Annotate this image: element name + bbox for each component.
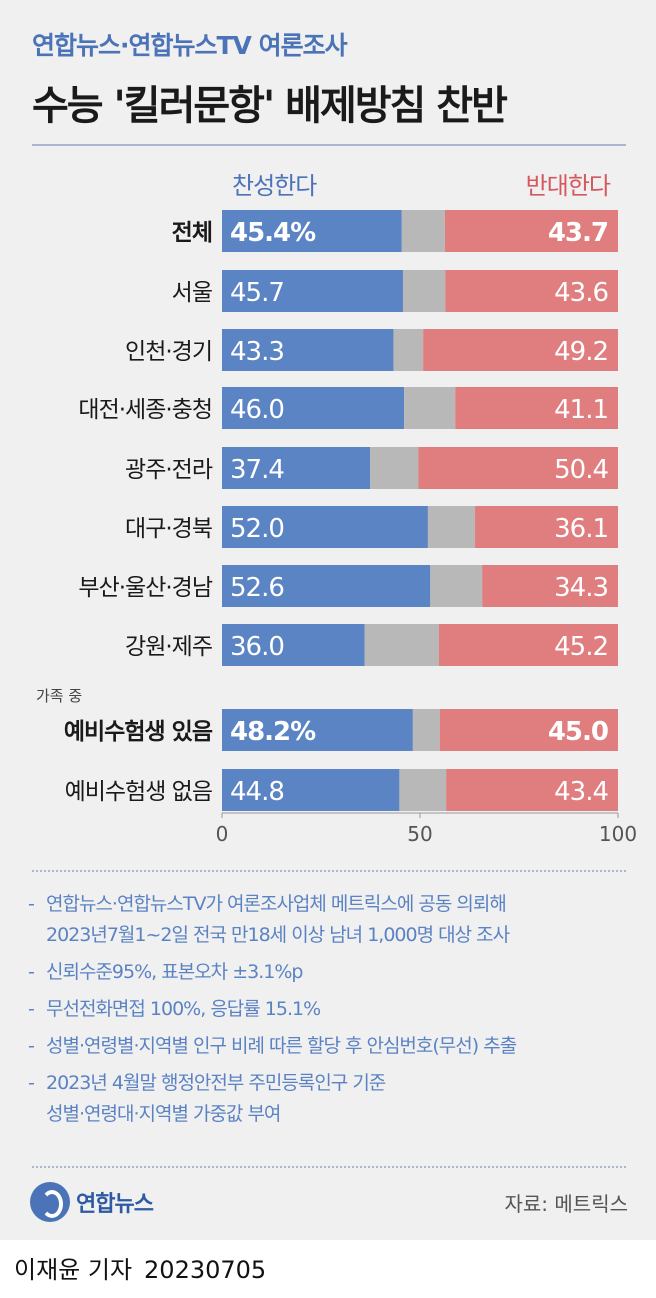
bar-segment-other bbox=[402, 270, 446, 312]
yonhap-logo-icon bbox=[30, 1182, 70, 1222]
category-label: 전체 bbox=[172, 220, 212, 246]
logo-text: 연합뉴스 bbox=[76, 1192, 154, 1217]
bar-segment-other bbox=[399, 769, 447, 811]
bar-segment-con bbox=[439, 709, 618, 751]
value-label-con: 50.4 bbox=[554, 455, 608, 485]
note-bullet: - bbox=[28, 893, 35, 915]
value-label-con: 45.0 bbox=[548, 717, 608, 747]
bar-segment-pro bbox=[222, 506, 428, 548]
value-label-pro: 45.4% bbox=[230, 218, 316, 248]
bar-segment-con bbox=[455, 387, 618, 429]
note-line: 연합뉴스·연합뉴스TV가 여론조사업체 메트릭스에 공동 의뢰해 bbox=[46, 893, 507, 915]
divider-top bbox=[32, 144, 626, 146]
bar-segment-con bbox=[439, 624, 618, 666]
value-label-pro: 45.7 bbox=[230, 278, 284, 308]
bar-segment-pro bbox=[222, 447, 371, 489]
bar-segment-con bbox=[475, 506, 618, 548]
value-label-con: 45.2 bbox=[554, 632, 608, 662]
value-label-con: 41.1 bbox=[554, 395, 608, 425]
category-label: 인천·경기 bbox=[125, 339, 212, 365]
value-label-con: 43.4 bbox=[554, 777, 608, 807]
bar-segment-other bbox=[430, 565, 483, 607]
bar-segment-con bbox=[446, 769, 618, 811]
value-label-con: 34.3 bbox=[554, 573, 608, 603]
bar-segment-pro bbox=[222, 210, 402, 252]
value-label-pro: 48.2% bbox=[230, 717, 316, 747]
note-bullet: - bbox=[28, 998, 35, 1020]
note-bullet: - bbox=[28, 1072, 35, 1094]
category-label: 서울 bbox=[172, 280, 212, 306]
bar-segment-other bbox=[404, 387, 456, 429]
survey-note: - 무선전화면접 100%, 응답률 15.1% bbox=[28, 994, 648, 1025]
bar-segment-other bbox=[393, 329, 424, 371]
value-label-con: 43.7 bbox=[548, 218, 608, 248]
note-line: 신뢰수준95%, 표본오차 ±3.1%p bbox=[46, 961, 303, 983]
value-label-pro: 37.4 bbox=[230, 455, 284, 485]
reporter-name: 이재윤 기자 bbox=[14, 1256, 133, 1284]
survey-note: - 성별·연령별·지역별 인구 비례 따른 할당 후 안심번호(무선) 추출 bbox=[28, 1031, 648, 1062]
bar-segment-pro bbox=[222, 387, 405, 429]
legend-con: 반대한다 bbox=[525, 172, 611, 200]
bar-segment-pro bbox=[222, 329, 394, 371]
value-label-pro: 52.0 bbox=[230, 514, 284, 544]
subtitle: 연합뉴스·연합뉴스TV 여론조사 bbox=[32, 31, 348, 60]
bar-segment-con bbox=[445, 270, 618, 312]
value-label-con: 49.2 bbox=[554, 337, 608, 367]
note-line: 2023년7월1~2일 전국 만18세 이상 남녀 1,000명 대상 조사 bbox=[46, 924, 510, 946]
value-label-con: 36.1 bbox=[554, 514, 608, 544]
data-source: 자료: 메트릭스 bbox=[504, 1192, 629, 1216]
divider-notes bbox=[32, 870, 626, 872]
note-line: 성별·연령대·지역별 가중값 부여 bbox=[46, 1103, 281, 1125]
bar-segment-other bbox=[364, 624, 440, 666]
bar-segment-other bbox=[412, 709, 440, 751]
value-label-pro: 44.8 bbox=[230, 777, 284, 807]
bar-segment-pro bbox=[222, 270, 403, 312]
note-line: 성별·연령별·지역별 인구 비례 따른 할당 후 안심번호(무선) 추출 bbox=[46, 1035, 517, 1057]
bar-segment-pro bbox=[222, 565, 431, 607]
value-label-pro: 43.3 bbox=[230, 337, 284, 367]
bar-segment-other bbox=[370, 447, 419, 489]
survey-note: - 신뢰수준95%, 표본오차 ±3.1%p bbox=[28, 957, 648, 988]
chart-title: 수능 '킬러문항' 배제방침 찬반 bbox=[32, 83, 508, 129]
x-tick-label: 0 bbox=[216, 822, 229, 846]
bar-segment-con bbox=[423, 329, 618, 371]
note-line: 2023년 4월말 행정안전부 주민등록인구 기준 bbox=[46, 1072, 386, 1094]
survey-note: - 연합뉴스·연합뉴스TV가 여론조사업체 메트릭스에 공동 의뢰해 2023년7월… bbox=[28, 889, 648, 951]
category-label: 부산·울산·경남 bbox=[78, 575, 212, 601]
note-line: 무선전화면접 100%, 응답률 15.1% bbox=[46, 998, 321, 1020]
note-bullet: - bbox=[28, 961, 35, 983]
value-label-con: 43.6 bbox=[554, 278, 608, 308]
survey-notes: - 연합뉴스·연합뉴스TV가 여론조사업체 메트릭스에 공동 의뢰해 2023년7월… bbox=[28, 889, 648, 1136]
x-tick-label: 50 bbox=[407, 822, 432, 846]
category-label: 광주·전라 bbox=[125, 457, 213, 483]
legend-pro: 찬성한다 bbox=[232, 172, 317, 200]
value-label-pro: 36.0 bbox=[230, 632, 284, 662]
byline: 이재윤 기자 20230705 bbox=[14, 1250, 266, 1285]
stacked-bar-chart: 가족 중 전체 45.4% 43.7 서울 45.7 43.6 인천·경기 43.3 49.2 대전… bbox=[36, 210, 637, 846]
category-label: 강원·제주 bbox=[125, 634, 212, 660]
value-label-pro: 46.0 bbox=[230, 395, 284, 425]
x-tick-label: 100 bbox=[599, 822, 637, 846]
value-label-pro: 52.6 bbox=[230, 573, 284, 603]
category-label: 예비수험생 있음 bbox=[64, 719, 213, 745]
bar-segment-con bbox=[418, 447, 618, 489]
category-label: 대구·경북 bbox=[125, 516, 212, 542]
bar-segment-con bbox=[482, 565, 618, 607]
category-label: 대전·세종·충청 bbox=[78, 397, 212, 423]
infographic-panel: 연합뉴스·연합뉴스TV 여론조사 수능 '킬러문항' 배제방침 찬반 찬성한다 … bbox=[0, 0, 656, 1240]
category-label: 예비수험생 없음 bbox=[65, 779, 212, 805]
divider-footer bbox=[32, 1166, 626, 1168]
bar-segment-pro bbox=[222, 709, 413, 751]
note-bullet: - bbox=[28, 1035, 35, 1057]
bar-segment-other bbox=[427, 506, 476, 548]
bar-segment-other bbox=[401, 210, 445, 252]
bar-segment-con bbox=[444, 210, 618, 252]
publish-date: 20230705 bbox=[144, 1256, 267, 1284]
group-note: 가족 중 bbox=[36, 687, 82, 705]
bar-segment-pro bbox=[222, 769, 400, 811]
bar-segment-pro bbox=[222, 624, 365, 666]
yonhap-logo: 연합뉴스 bbox=[30, 1180, 154, 1224]
